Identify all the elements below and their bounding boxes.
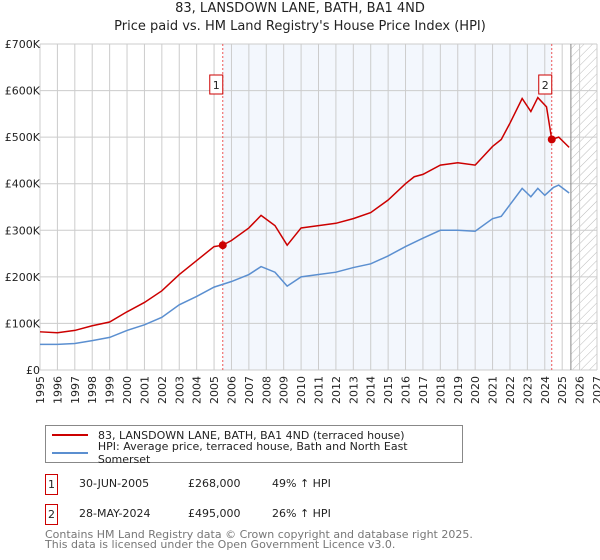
shaded-period bbox=[222, 44, 552, 370]
series-line-1 bbox=[40, 184, 570, 346]
x-tick-label: 2017 bbox=[417, 376, 430, 404]
legend-label: 83, LANSDOWN LANE, BATH, BA1 4ND (terrac… bbox=[98, 428, 405, 442]
forecast-hatch bbox=[570, 44, 597, 370]
sale-label: 1 bbox=[213, 79, 220, 92]
x-tick-label: 2020 bbox=[469, 376, 482, 404]
x-tick-label: 2023 bbox=[521, 376, 534, 404]
sale-point bbox=[218, 241, 227, 250]
y-tick-label: £100K bbox=[5, 317, 41, 330]
sale-price: £495,000 bbox=[188, 507, 241, 520]
x-tick-label: 2015 bbox=[382, 376, 395, 404]
y-tick-label: £200K bbox=[5, 271, 41, 284]
x-tick-label: 1999 bbox=[104, 376, 117, 404]
legend-item-property: 83, LANSDOWN LANE, BATH, BA1 4ND (terrac… bbox=[52, 426, 405, 444]
x-tick-label: 2022 bbox=[504, 376, 517, 404]
footer-line: This data is licensed under the Open Gov… bbox=[45, 538, 396, 551]
x-tick-label: 2014 bbox=[365, 376, 378, 404]
x-tick-label: 1998 bbox=[86, 376, 99, 404]
chart-subtitle: Price paid vs. HM Land Registry's House … bbox=[114, 19, 486, 34]
sale-hpi: 26% ↑ HPI bbox=[272, 507, 331, 520]
y-tick-label: £600K bbox=[5, 85, 41, 98]
sale-label-box bbox=[538, 74, 553, 95]
legend: 83, LANSDOWN LANE, BATH, BA1 4ND (terrac… bbox=[45, 425, 463, 466]
x-tick-label: 2004 bbox=[191, 376, 204, 404]
x-tick-label: 2018 bbox=[434, 376, 447, 404]
sale-date: 30-JUN-2005 bbox=[79, 477, 150, 490]
series-line-0 bbox=[39, 96, 570, 334]
x-tick-label: 2010 bbox=[295, 376, 308, 404]
x-tick-label: 2027 bbox=[591, 376, 600, 404]
x-tick-label: 2011 bbox=[313, 376, 326, 404]
x-tick-label: 2025 bbox=[556, 376, 569, 404]
y-tick-label: £500K bbox=[5, 131, 41, 144]
x-tick-label: 2016 bbox=[400, 376, 413, 404]
x-tick-label: 2007 bbox=[243, 376, 256, 404]
y-tick-label: £300K bbox=[5, 224, 41, 237]
y-tick-label: £0 bbox=[26, 364, 40, 377]
x-tick-label: 2006 bbox=[225, 376, 238, 404]
y-tick-label: £700K bbox=[5, 38, 41, 51]
x-tick-label: 2005 bbox=[208, 376, 221, 404]
x-tick-label: 1996 bbox=[51, 376, 64, 404]
sale-date: 28-MAY-2024 bbox=[79, 507, 151, 520]
x-tick-label: 1997 bbox=[69, 376, 82, 404]
x-tick-label: 2002 bbox=[156, 376, 169, 404]
x-tick-label: 2024 bbox=[539, 376, 552, 404]
x-tick-label: 2012 bbox=[330, 376, 343, 404]
sale-badge: 2 bbox=[45, 504, 58, 525]
x-tick-label: 2000 bbox=[121, 376, 134, 404]
sale-hpi: 49% ↑ HPI bbox=[272, 477, 331, 490]
x-tick-label: 2021 bbox=[487, 376, 500, 404]
sale-point bbox=[547, 135, 556, 144]
chart-title: 83, LANSDOWN LANE, BATH, BA1 4ND bbox=[175, 1, 425, 16]
x-tick-label: 2008 bbox=[260, 376, 273, 404]
footer-line: Contains HM Land Registry data © Crown c… bbox=[45, 528, 473, 541]
legend-label: HPI: Average price, terraced house, Bath… bbox=[97, 440, 408, 466]
sale-row-2: 2 28-MAY-2024 £495,000 26% ↑ HPI bbox=[45, 504, 545, 525]
x-tick-label: 2001 bbox=[138, 376, 151, 404]
sale-label-box bbox=[209, 74, 224, 95]
plot-area: 1995 1996 1997 1998 1999 2000 2001 2002 2003 2004… bbox=[5, 38, 600, 404]
x-tick-label: 2009 bbox=[278, 376, 291, 404]
x-tick-label: 2003 bbox=[173, 376, 186, 404]
sale-badge: 1 bbox=[45, 474, 58, 495]
x-tick-label: 2013 bbox=[347, 376, 360, 404]
sale-price: £268,000 bbox=[188, 477, 241, 490]
x-tick-label: 1995 bbox=[34, 376, 47, 404]
sale-label: 2 bbox=[542, 79, 549, 92]
x-tick-label: 2019 bbox=[452, 376, 465, 404]
legend-item-hpi: HPI: Average price, terraced house, Bath… bbox=[52, 440, 462, 466]
x-tick-label: 2026 bbox=[574, 376, 587, 404]
sale-row-1: 1 30-JUN-2005 £268,000 49% ↑ HPI bbox=[45, 474, 545, 495]
footer: Contains HM Land Registry data © Crown c… bbox=[45, 528, 473, 551]
y-tick-label: £400K bbox=[5, 178, 41, 191]
